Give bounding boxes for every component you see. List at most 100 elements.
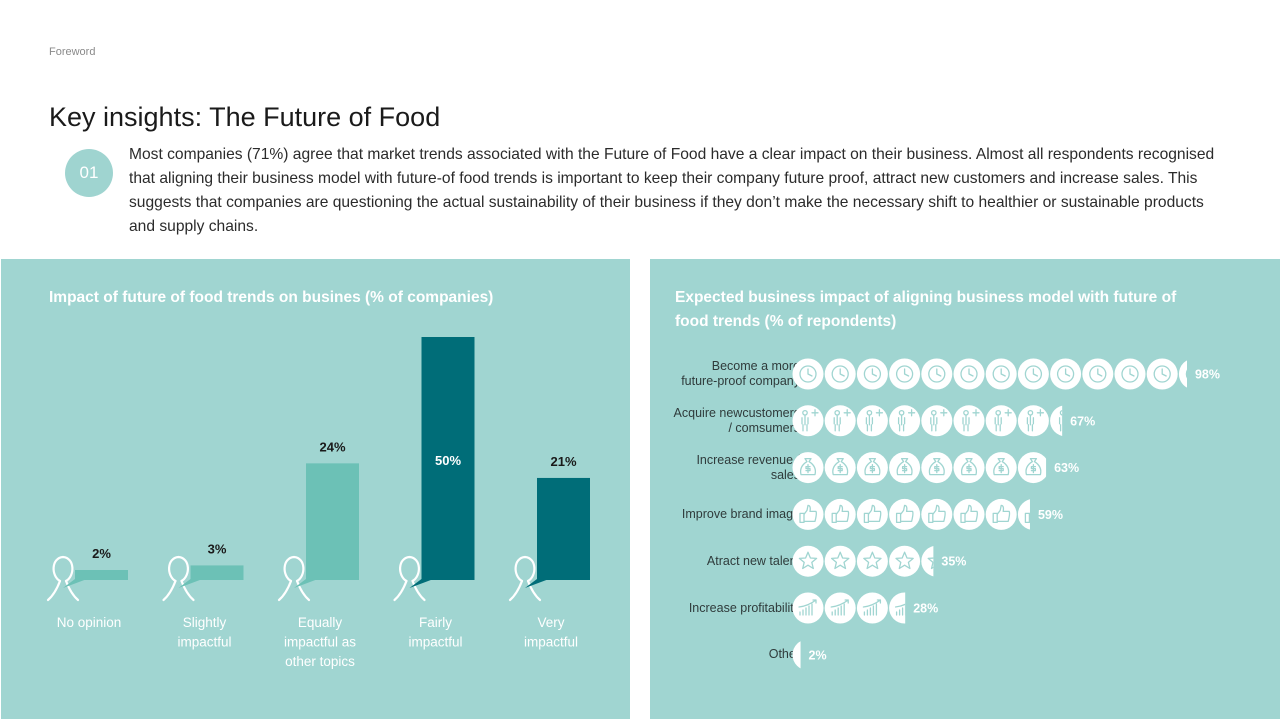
person-speech-icon	[508, 555, 542, 602]
bar-value-label: 3%	[208, 541, 227, 556]
row-value-label: 35%	[941, 555, 966, 569]
clock-icon	[985, 358, 1017, 390]
person-add-icon	[856, 405, 888, 437]
category-label: impactful	[177, 635, 231, 650]
row-label-line: Atract new talent	[706, 553, 800, 568]
clock-icon	[921, 358, 953, 390]
star-icon	[824, 545, 856, 577]
bar	[537, 477, 590, 580]
business-impact-title-line-1: Expected business impact of aligning bus…	[675, 289, 1177, 306]
person-add-icon	[792, 405, 824, 437]
row-label-line: Other	[768, 647, 800, 662]
row-value-label: 59%	[1038, 508, 1063, 522]
star-icon	[792, 545, 824, 577]
clock-icon	[1017, 358, 1049, 390]
money-bag-icon	[792, 452, 824, 484]
row-label: Atract new talent	[650, 541, 800, 581]
money-bag-icon	[889, 452, 921, 484]
clock-icon	[1050, 358, 1082, 390]
row-label-line: / comsumers	[728, 420, 800, 435]
business-impact-icon-chart: 98% 67% 63% 59% 35% 28% 2%	[792, 358, 1220, 669]
money-bag-icon	[953, 452, 985, 484]
growth-chart-icon	[824, 592, 856, 624]
category-label: impactful	[408, 635, 462, 650]
page-title: Key insights: The Future of Food	[49, 102, 441, 132]
money-bag-icon	[856, 452, 888, 484]
bar-speech-tail	[63, 579, 87, 588]
insight-text: Most companies (71%) agree that market t…	[129, 146, 1215, 235]
star-icon	[889, 545, 921, 577]
bar	[421, 337, 475, 580]
growth-chart-icon	[856, 592, 888, 624]
bar	[75, 570, 128, 580]
row-label-line: future-proof company	[681, 374, 800, 388]
category-label: Slightly	[183, 615, 227, 630]
row-label-line: Become a more	[711, 359, 800, 373]
person-add-icon	[824, 405, 856, 437]
row-label: Improve brand image	[650, 494, 800, 534]
thumbs-up-icon	[824, 498, 856, 530]
thumbs-up-icon	[1017, 499, 1030, 530]
bar	[190, 565, 244, 580]
business-impact-title: Expected business impact of aligning bus…	[675, 286, 1176, 334]
row-label-line: Increase profitability	[688, 600, 800, 615]
category-label: Equally	[298, 615, 343, 630]
clock-icon	[1082, 358, 1114, 390]
row-label-line: Increase revenue /	[696, 452, 800, 467]
category-label: Very	[537, 615, 564, 630]
clock-icon	[889, 358, 921, 390]
category-label: impactful as	[284, 635, 356, 650]
category-label: impactful	[524, 635, 578, 650]
person-add-icon	[1017, 405, 1049, 437]
icon-row	[792, 641, 801, 669]
icon-row	[792, 545, 934, 577]
clock-icon	[824, 358, 856, 390]
category-label: other topics	[285, 654, 355, 669]
row-value-label: 67%	[1070, 414, 1095, 428]
category-label: Fairly	[419, 615, 452, 630]
row-label: Become a more future-proof company	[650, 354, 800, 394]
row-label: Other	[650, 635, 800, 675]
row-label-line: Improve brand image	[681, 506, 800, 521]
row-label-line: Acquire newcustomers	[673, 405, 800, 420]
money-bag-icon	[985, 452, 1017, 484]
row-value-label: 98%	[1195, 368, 1220, 382]
person-speech-icon	[277, 555, 311, 602]
bar	[306, 463, 359, 580]
person-speech-icon	[162, 555, 195, 602]
person-speech-icon	[393, 555, 426, 602]
clock-icon	[1178, 360, 1187, 388]
clock-icon	[792, 358, 824, 390]
growth-chart-icon	[889, 592, 906, 624]
row-value-label: 2%	[809, 648, 827, 662]
thumbs-up-icon	[953, 498, 985, 530]
impact-chart-title: Impact of future of food trends on busin…	[49, 289, 494, 306]
bar-speech-tail	[178, 579, 203, 588]
bar-value-label: 50%	[435, 453, 461, 468]
row-label: Increase profitability	[650, 588, 800, 628]
clock-icon	[1146, 358, 1178, 390]
row-value-label: 28%	[913, 602, 938, 616]
bar-speech-tail	[525, 579, 549, 588]
person-add-icon	[889, 405, 921, 437]
row-label: Increase revenue / sales	[650, 448, 800, 488]
icon-row	[792, 592, 906, 624]
money-bag-icon	[1017, 452, 1047, 484]
icon-row	[792, 452, 1047, 484]
category-label: No opinion	[57, 615, 122, 630]
section-label: Foreword	[49, 46, 96, 58]
clock-icon	[1114, 358, 1146, 390]
thumbs-up-icon	[985, 498, 1017, 530]
icon-row	[792, 498, 1030, 530]
bar-value-label: 2%	[92, 546, 111, 561]
icon-row	[792, 405, 1063, 437]
business-impact-title-line-2: food trends (% of repondents)	[675, 313, 897, 330]
bar-speech-tail	[409, 579, 434, 588]
bar-speech-tail	[294, 579, 318, 588]
thumbs-up-icon	[921, 498, 953, 530]
person-add-icon	[985, 405, 1017, 437]
person-add-icon	[1050, 405, 1063, 436]
bar-value-label: 21%	[550, 454, 576, 469]
thumbs-up-icon	[889, 498, 921, 530]
row-label: Acquire newcustomers / comsumers	[650, 401, 800, 441]
